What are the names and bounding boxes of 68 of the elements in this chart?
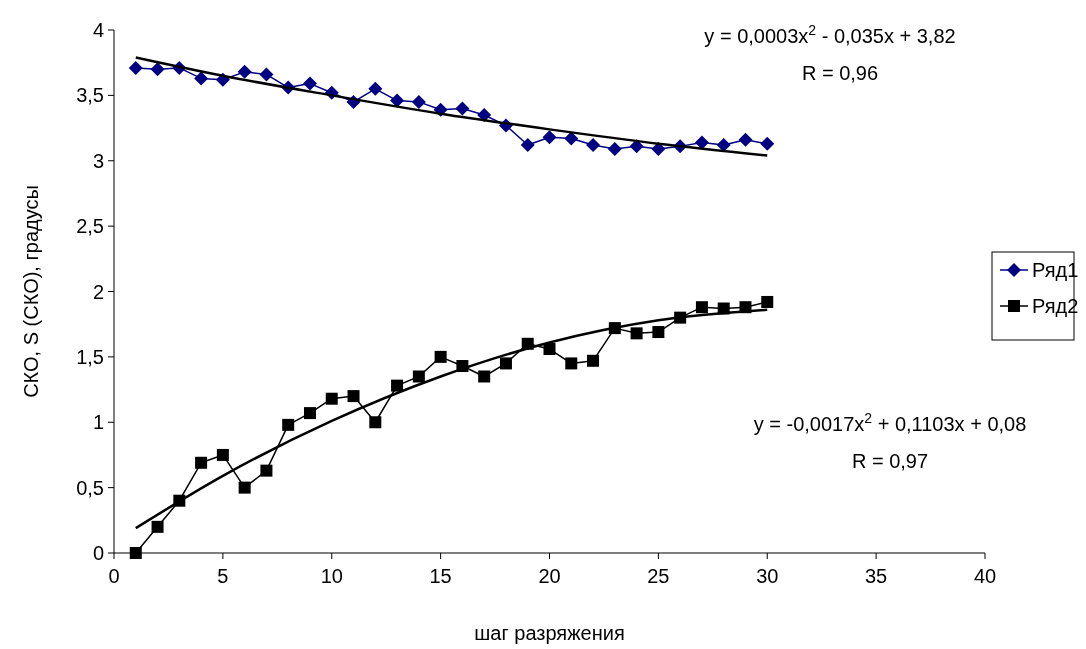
- annotation: R = 0,96: [801, 62, 879, 84]
- point: [195, 456, 208, 469]
- x-tick-label: 10: [320, 565, 343, 587]
- x-tick-label: 15: [429, 565, 452, 587]
- point: [695, 301, 708, 314]
- x-tick-label: 35: [865, 565, 888, 587]
- y-tick-label: 3,5: [76, 84, 104, 107]
- point: [586, 138, 601, 153]
- y-tick-label: 1,5: [76, 345, 104, 368]
- x-tick-label: 40: [973, 565, 997, 587]
- point: [303, 407, 316, 420]
- point: [738, 132, 753, 147]
- point: [347, 390, 360, 403]
- point: [499, 357, 512, 370]
- y-tick-label: 3: [92, 149, 104, 172]
- point: [607, 141, 622, 156]
- point: [325, 392, 338, 405]
- point: [565, 357, 578, 370]
- point: [302, 76, 317, 91]
- point: [129, 547, 142, 559]
- legend-label: Ряд1: [1032, 259, 1079, 281]
- point: [194, 71, 209, 86]
- point: [238, 481, 251, 494]
- point: [761, 295, 774, 308]
- y-tick-label: 0: [92, 542, 104, 564]
- point: [455, 101, 470, 116]
- point: [237, 64, 252, 79]
- point: [477, 107, 492, 122]
- x-axis-title: шаг разряжения: [474, 622, 625, 644]
- point: [260, 464, 273, 477]
- y-tick-label: 2,5: [76, 215, 104, 238]
- y-tick-label: 4: [92, 19, 104, 41]
- point: [390, 93, 405, 108]
- x-tick-label: 5: [217, 565, 229, 587]
- y-axis-title: СКО, S (СКО), градусы: [20, 185, 42, 398]
- annotation: y = -0,0017x$^{2}$ + 0,1103x + 0,08: [753, 410, 1027, 435]
- point: [520, 138, 535, 153]
- point: [652, 326, 665, 339]
- point: [151, 520, 164, 533]
- annotation: y = 0,0003x$^{2}$ - 0,035x + 3,82: [704, 22, 956, 47]
- legend-label: Ряд2: [1032, 295, 1079, 317]
- point: [542, 130, 557, 145]
- y-tick-label: 0,5: [76, 476, 104, 499]
- point: [128, 60, 143, 75]
- point: [630, 327, 643, 340]
- point: [564, 131, 579, 146]
- point: [587, 354, 600, 367]
- point: [391, 379, 404, 392]
- point: [694, 135, 709, 150]
- point: [368, 81, 383, 96]
- point: [150, 62, 165, 77]
- point: [259, 67, 274, 82]
- point: [543, 343, 556, 356]
- point: [369, 416, 382, 429]
- point: [412, 370, 425, 383]
- point: [478, 370, 491, 383]
- point: [760, 136, 775, 151]
- point: [434, 350, 447, 363]
- x-tick-label: 30: [756, 565, 779, 587]
- x-tick-label: 20: [538, 565, 561, 587]
- y-tick-label: 2: [92, 280, 104, 303]
- x-tick-label: 25: [647, 565, 670, 587]
- point: [282, 418, 295, 431]
- x-tick-label: 0: [108, 565, 120, 587]
- point: [411, 94, 426, 109]
- point: [216, 448, 229, 461]
- y-tick-label: 1: [92, 411, 104, 434]
- annotation: R = 0,97: [851, 450, 929, 472]
